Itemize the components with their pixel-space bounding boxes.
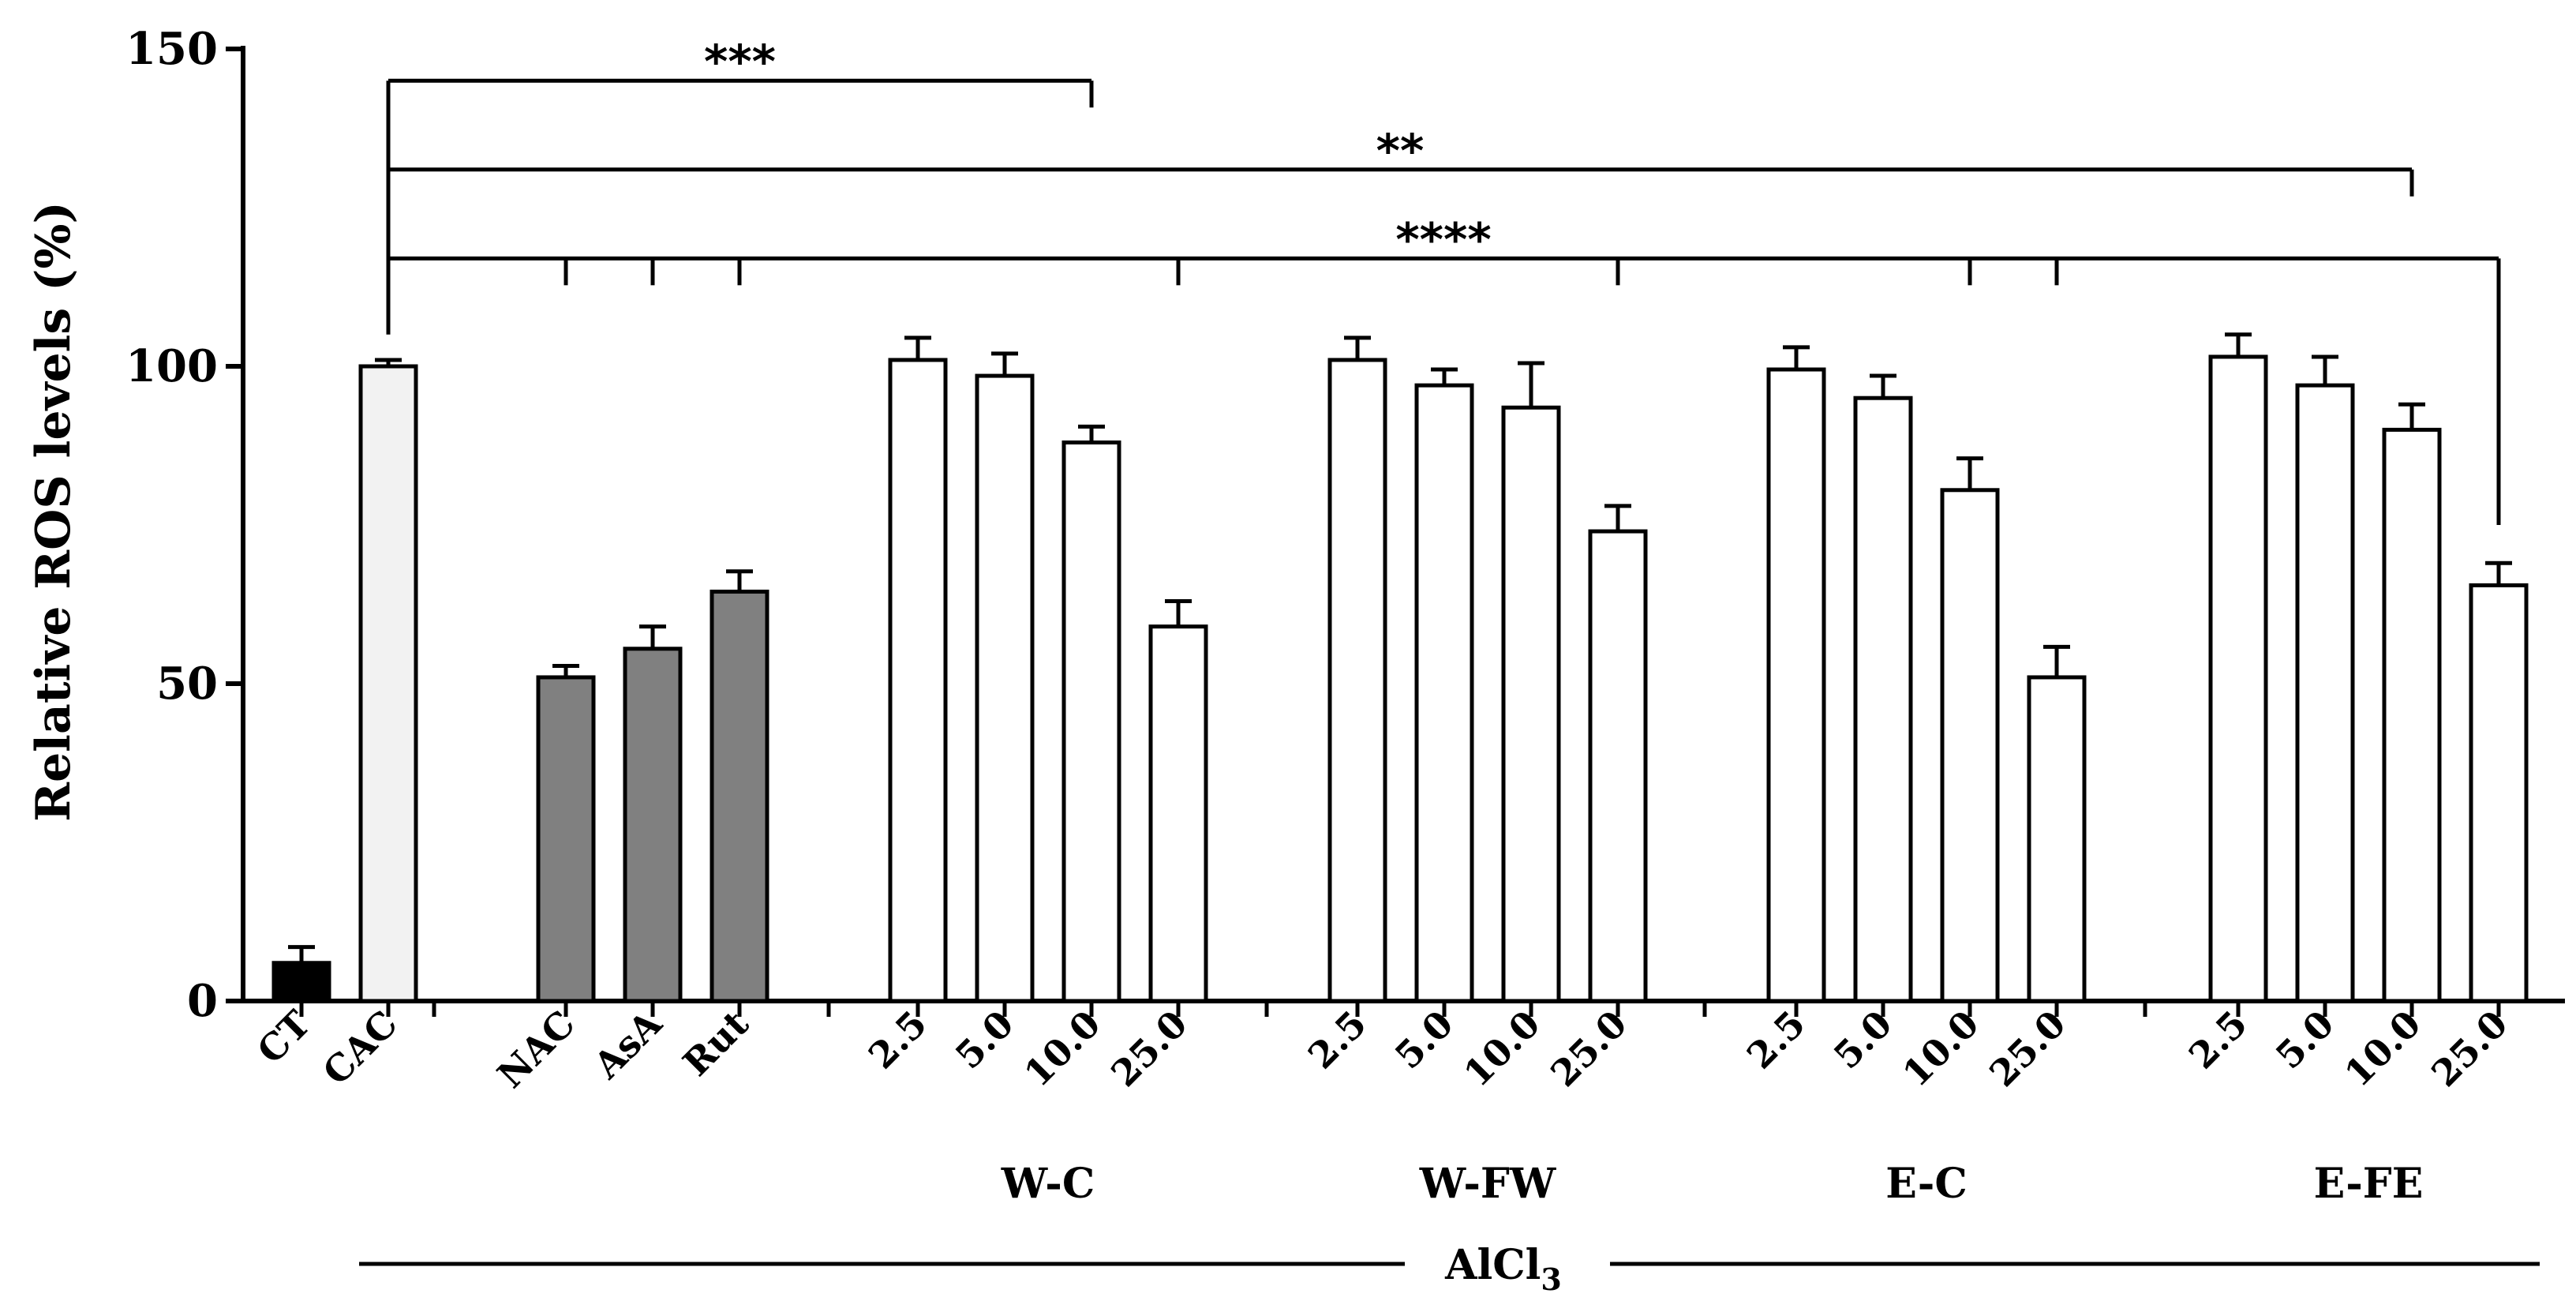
bar xyxy=(1327,358,1387,1003)
bars xyxy=(271,332,2529,1003)
bar xyxy=(1853,396,1913,1003)
bar xyxy=(2027,675,2087,1003)
x-tick-label: CT xyxy=(249,1003,319,1072)
bar xyxy=(1766,367,1826,1003)
bar xyxy=(2208,354,2268,1003)
significance-stars: ** xyxy=(1376,124,1425,178)
y-tick-label: 150 xyxy=(125,23,218,75)
x-tick-label: 10.0 xyxy=(1455,1003,1548,1095)
x-tick-label: 5.0 xyxy=(947,1003,1022,1078)
bar xyxy=(358,364,418,1003)
y-axis-label: Relative ROS levels (%) xyxy=(26,201,81,822)
x-tick-label: 2.5 xyxy=(860,1003,935,1078)
bar xyxy=(2382,427,2442,1003)
x-tick-label: 10.0 xyxy=(2336,1003,2428,1095)
x-tick-label: 5.0 xyxy=(2267,1003,2342,1078)
bar xyxy=(888,358,948,1003)
x-tick-label: 10.0 xyxy=(1016,1003,1108,1095)
group-label: E-FE xyxy=(2314,1160,2424,1208)
y-tick-label: 100 xyxy=(125,340,218,392)
y-tick-label: 50 xyxy=(156,658,218,710)
bar xyxy=(1588,529,1648,1003)
group-label: W-FW xyxy=(1419,1160,1557,1208)
x-tick-label: 25.0 xyxy=(1103,1003,1195,1095)
x-tick-label: 2.5 xyxy=(1739,1003,1814,1078)
x-tick-label: Rut xyxy=(675,1002,757,1084)
treatment-label: AlCl3 xyxy=(1444,1241,1562,1297)
bar xyxy=(710,589,769,1003)
group-label: W-C xyxy=(1001,1160,1095,1208)
x-tick-label: 5.0 xyxy=(1825,1003,1900,1078)
bar xyxy=(623,647,683,1003)
x-tick-label: CAC xyxy=(315,1003,406,1093)
x-tick-label: 25.0 xyxy=(1981,1003,2073,1095)
bar xyxy=(1940,488,2000,1003)
bar xyxy=(2469,583,2529,1003)
axes: 0 50 100 150 xyxy=(125,23,2565,1027)
bar xyxy=(1148,624,1208,1003)
bar xyxy=(271,961,331,1003)
x-tick-label: NAC xyxy=(489,1003,583,1097)
x-tick-label: 2.5 xyxy=(1300,1003,1375,1078)
bar xyxy=(2295,383,2355,1003)
significance-stars: **** xyxy=(1395,212,1491,266)
group-label: E-C xyxy=(1885,1160,1968,1208)
bar xyxy=(536,675,596,1003)
x-tick-label: AsA xyxy=(585,1002,671,1088)
x-tick-label: 25.0 xyxy=(2423,1003,2515,1095)
significance-stars: *** xyxy=(704,35,776,88)
bar xyxy=(1501,405,1561,1003)
significance-brackets: ********* xyxy=(386,35,2501,525)
x-tick-label: 2.5 xyxy=(2181,1003,2256,1078)
bar xyxy=(1414,383,1474,1003)
bar xyxy=(975,373,1035,1003)
x-tick-label: 5.0 xyxy=(1387,1003,1462,1078)
x-tick-label: 10.0 xyxy=(1894,1003,1986,1095)
bar xyxy=(1061,440,1121,1003)
y-tick-label: 0 xyxy=(187,975,218,1027)
x-tick-label: 25.0 xyxy=(1542,1003,1634,1095)
